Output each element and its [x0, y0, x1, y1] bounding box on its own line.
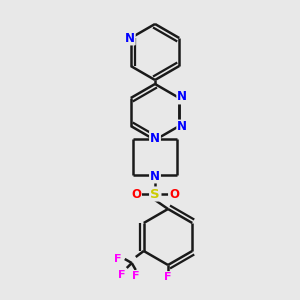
- Text: N: N: [125, 32, 135, 44]
- Text: N: N: [177, 91, 187, 103]
- Text: O: O: [169, 188, 179, 200]
- Text: O: O: [131, 188, 141, 200]
- Text: N: N: [150, 169, 160, 182]
- Text: F: F: [164, 272, 172, 282]
- Text: N: N: [177, 121, 187, 134]
- Text: S: S: [150, 188, 160, 200]
- Text: F: F: [132, 271, 140, 281]
- Text: F: F: [114, 254, 122, 264]
- Text: N: N: [150, 131, 160, 145]
- Text: F: F: [118, 270, 125, 280]
